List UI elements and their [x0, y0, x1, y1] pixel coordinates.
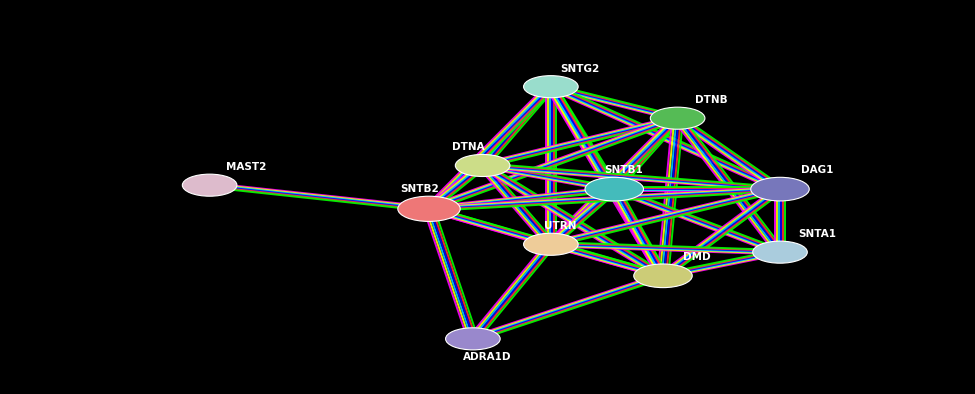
Text: SNTB2: SNTB2: [400, 184, 439, 194]
Text: ADRA1D: ADRA1D: [463, 352, 512, 362]
Circle shape: [524, 76, 578, 98]
Text: SNTG2: SNTG2: [561, 64, 600, 74]
Circle shape: [753, 241, 807, 263]
Text: SNTA1: SNTA1: [799, 229, 836, 239]
Circle shape: [751, 177, 809, 201]
Circle shape: [650, 107, 705, 129]
Circle shape: [634, 264, 692, 288]
Circle shape: [524, 233, 578, 255]
Text: DMD: DMD: [683, 252, 711, 262]
Text: DAG1: DAG1: [800, 165, 834, 175]
Circle shape: [585, 177, 644, 201]
Text: SNTB1: SNTB1: [604, 165, 644, 175]
Circle shape: [446, 328, 500, 350]
Circle shape: [455, 154, 510, 177]
Circle shape: [398, 196, 460, 221]
Text: DTNA: DTNA: [451, 143, 485, 152]
Text: UTRN: UTRN: [544, 221, 577, 231]
Text: DTNB: DTNB: [695, 95, 728, 105]
Circle shape: [182, 174, 237, 196]
Text: MAST2: MAST2: [226, 162, 267, 172]
